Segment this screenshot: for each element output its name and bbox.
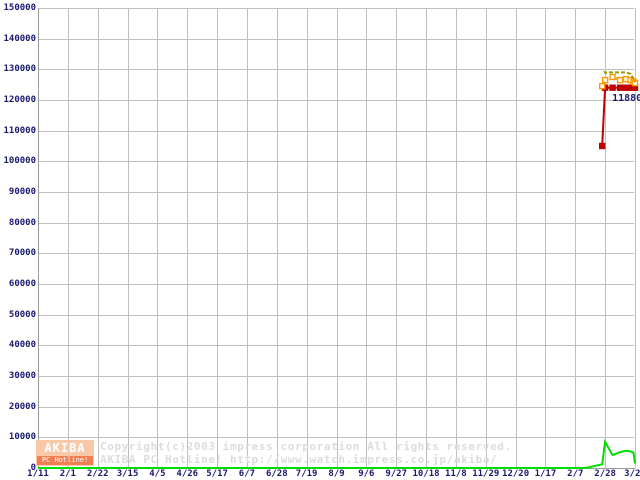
y-axis-line xyxy=(38,8,39,469)
series-marker-price-min xyxy=(616,84,624,91)
series-marker-price-avg xyxy=(599,82,606,90)
x-axis-tick-label: 1/17 xyxy=(534,469,557,479)
y-axis-tick-label: 40000 xyxy=(8,340,36,351)
horizontal-gridline xyxy=(38,130,634,132)
y-axis-tick-label: 30000 xyxy=(8,371,36,381)
x-axis-tick-label: 6/28 xyxy=(265,469,288,479)
x-axis-tick-label: 2/28 xyxy=(594,469,616,479)
x-axis-tick-label: 4/5 xyxy=(149,469,166,479)
x-axis-tick-label: 12/20 xyxy=(502,469,530,479)
horizontal-gridline xyxy=(38,253,634,255)
x-axis-tick-label: 5/17 xyxy=(206,469,228,479)
vertical-gridline xyxy=(336,8,338,468)
akiba-logo: AKIBA PC Hotline! xyxy=(36,440,94,466)
x-axis-tick-label: 4/26 xyxy=(176,469,199,479)
watermark: AKIBA PC Hotline! Copyright(c)2003 impre… xyxy=(36,440,636,468)
vertical-gridline xyxy=(396,8,398,468)
x-axis-tick-label: 11/8 xyxy=(445,469,467,479)
akiba-logo-text: AKIBA xyxy=(44,441,86,455)
x-axis-tick-label: 2/1 xyxy=(59,469,76,479)
series-marker-price-min xyxy=(599,142,606,150)
series-line-volume xyxy=(38,438,636,469)
vertical-gridline xyxy=(545,8,547,468)
y-axis-tick-label: 10000 xyxy=(8,432,36,443)
horizontal-gridline xyxy=(38,314,634,316)
site-url-line: AKIBA PC Hotline! http://www.watch.impre… xyxy=(100,453,498,466)
series-line-price-max xyxy=(602,71,636,83)
y-axis-tick-label: 70000 xyxy=(8,248,36,259)
vertical-gridline xyxy=(455,8,457,468)
x-axis-tick-label: 2/22 xyxy=(86,469,109,479)
horizontal-gridline xyxy=(38,376,634,377)
vertical-gridline xyxy=(187,8,189,468)
x-axis-tick-label: 2/7 xyxy=(567,469,584,479)
y-axis-tick-label: 50000 xyxy=(8,309,36,320)
vertical-gridline xyxy=(635,8,636,468)
horizontal-gridline xyxy=(38,8,634,9)
x-axis-tick-label: 10/18 xyxy=(412,469,440,479)
y-axis-tick-label: 150000 xyxy=(3,3,36,13)
horizontal-gridline xyxy=(38,284,634,285)
y-axis-tick-label: 140000 xyxy=(3,33,36,44)
y-axis-tick-label: 110000 xyxy=(3,125,36,136)
vertical-gridline xyxy=(366,8,368,468)
x-axis-tick-label: 3/20 xyxy=(624,469,640,479)
horizontal-gridline xyxy=(38,100,634,101)
horizontal-gridline xyxy=(38,437,634,439)
vertical-gridline xyxy=(246,8,248,468)
horizontal-gridline xyxy=(38,222,634,224)
vertical-gridline xyxy=(306,8,308,468)
vertical-gridline xyxy=(515,8,517,468)
x-axis-tick-label: 3/15 xyxy=(116,469,139,479)
horizontal-gridline xyxy=(38,161,634,163)
y-axis-tick-label: 120000 xyxy=(3,95,36,105)
series-marker-price-avg xyxy=(631,79,639,87)
horizontal-gridline xyxy=(38,192,634,193)
x-axis-tick-labels: 1/11 2/1 2/22 3/15 4/5 4/26 5/17 6/7 6/28 7/19 8/9… xyxy=(0,469,640,480)
x-axis-tick-label: 11/29 xyxy=(472,469,500,479)
y-axis-tick-label: 0 xyxy=(30,463,36,473)
horizontal-gridline xyxy=(38,38,634,40)
akiba-logo-subtext: PC Hotline! xyxy=(37,456,93,465)
vertical-gridline xyxy=(127,8,129,468)
plot-area xyxy=(38,8,636,469)
x-axis-tick-label: 9/27 xyxy=(385,469,408,479)
x-axis-tick-label: 6/7 xyxy=(238,469,256,479)
series-marker-price-min xyxy=(609,84,616,91)
horizontal-gridline xyxy=(38,345,634,347)
x-axis-tick-label: 9/6 xyxy=(358,469,375,479)
vertical-gridline xyxy=(605,8,607,468)
vertical-gridline xyxy=(575,8,577,468)
vertical-gridline xyxy=(276,8,278,468)
vertical-gridline xyxy=(426,8,428,468)
x-axis-tick-label: 8/9 xyxy=(328,469,345,479)
vertical-gridline xyxy=(67,8,69,468)
vertical-gridline xyxy=(97,8,99,468)
series-marker-price-avg xyxy=(609,73,616,81)
y-axis-tick-label: 60000 xyxy=(8,279,36,289)
vertical-gridline xyxy=(157,8,159,468)
data-label-118800: 118800 xyxy=(612,92,640,104)
y-axis-tick-label: 100000 xyxy=(3,156,36,167)
series-marker-price-avg xyxy=(616,76,624,84)
copyright-line: Copyright(c)2003 impress corporation All… xyxy=(100,440,512,453)
y-axis-tick-labels: 150000 140000 130000 120000 110000 100000 9000… xyxy=(0,0,36,480)
y-axis-tick-label: 20000 xyxy=(8,401,36,412)
horizontal-gridline xyxy=(38,69,634,71)
series-marker-price-avg xyxy=(601,76,609,84)
y-axis-tick-label: 90000 xyxy=(8,187,36,197)
vertical-gridline xyxy=(217,8,219,468)
x-axis-tick-label: 1/11 xyxy=(27,469,49,479)
vertical-gridline xyxy=(485,8,487,468)
horizontal-gridline xyxy=(38,406,634,408)
x-axis-tick-label: 7/19 xyxy=(295,469,318,479)
y-axis-tick-label: 130000 xyxy=(3,64,36,75)
y-axis-tick-label: 80000 xyxy=(8,217,36,228)
